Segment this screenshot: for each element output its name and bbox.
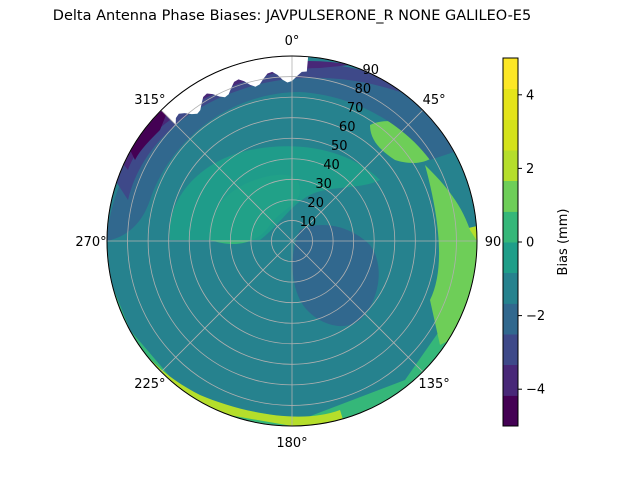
angle-tick-label: 225° [134, 377, 165, 392]
colorbar-tick-label: 0 [526, 236, 534, 251]
angle-tick-label: 180° [276, 436, 307, 451]
angle-labels: 0° 45° 90 135° 180° 225° 270° 315° [75, 34, 501, 451]
angle-tick-label: 45° [423, 93, 446, 108]
colorbar-label: Bias (mm) [556, 209, 571, 276]
colorbar-tick-label: 4 [526, 88, 534, 103]
radial-tick-label: 40 [323, 158, 340, 173]
colorbar-ticks: −4 −2 0 2 4 [518, 88, 545, 398]
contour-band-right-green [425, 165, 477, 345]
colorbar-tick-label: −4 [526, 383, 545, 398]
radial-tick-label: 90 [363, 63, 380, 78]
colorbar-band [503, 364, 518, 396]
colorbar-band [503, 242, 518, 273]
contour-band-ne-green [370, 121, 440, 163]
colorbar-band [503, 303, 518, 335]
radial-labels: 10 20 30 40 50 60 70 80 90 [300, 63, 379, 230]
contour-band-center-blue [292, 225, 379, 327]
radial-tick-label: 70 [347, 101, 364, 116]
colorbar [503, 58, 518, 427]
angle-tick-label: 135° [418, 377, 449, 392]
polar-frame [106, 55, 478, 427]
colorbar-band [503, 58, 518, 89]
radial-tick-label: 60 [339, 120, 356, 135]
radial-tick-label: 80 [355, 82, 372, 97]
colorbar-tick-label: 2 [526, 162, 534, 177]
colorbar-band [503, 334, 518, 365]
contour-band-upper-4 [130, 105, 170, 160]
angle-tick-label: 0° [285, 34, 300, 49]
chart-title: Delta Antenna Phase Biases: JAVPULSERONE… [52, 8, 532, 24]
angle-tick-label: 270° [75, 235, 106, 250]
colorbar-band [503, 211, 518, 243]
angular-gridline [291, 109, 424, 242]
angular-gridline [160, 240, 293, 373]
radial-tick-label: 20 [307, 196, 324, 211]
colorbar-band [503, 119, 518, 151]
angular-gridline [160, 109, 293, 242]
colorbar-band [503, 180, 518, 212]
angle-tick-label: 315° [134, 93, 165, 108]
colorbar-band [503, 272, 518, 304]
angular-gridline [291, 240, 424, 373]
radial-tick-label: 30 [315, 177, 332, 192]
colorbar-band [503, 88, 518, 120]
angle-tick-label: 90 [485, 235, 502, 250]
contour-band-mid-teal [169, 146, 380, 240]
radial-tick-label: 10 [300, 215, 317, 230]
polar-grid [106, 55, 478, 427]
colorbar-band [503, 150, 518, 181]
colorbar-tick-label: −2 [526, 309, 545, 324]
radial-tick-label: 50 [331, 139, 348, 154]
colorbar-band [503, 395, 518, 427]
